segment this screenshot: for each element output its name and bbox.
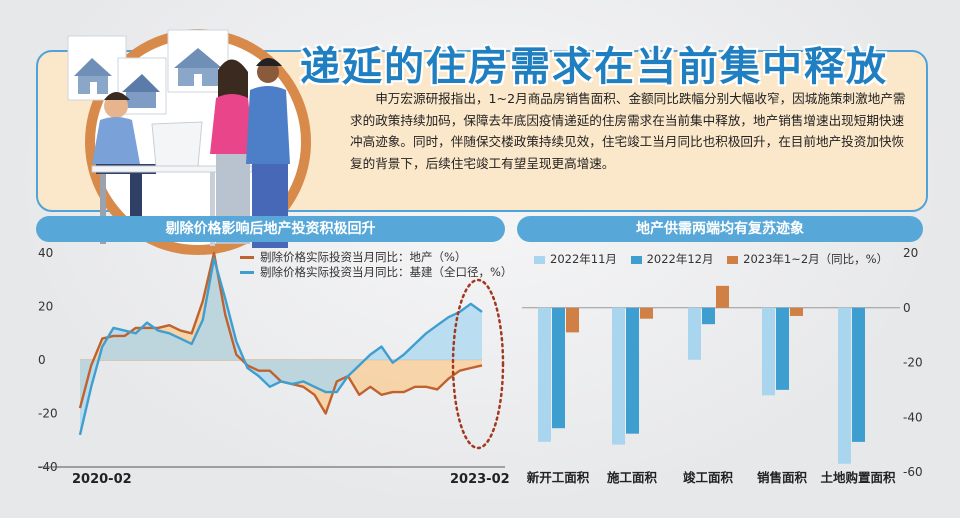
legend-swatch [630, 255, 642, 264]
legend-swatch [240, 256, 254, 259]
infra-area [80, 258, 482, 435]
bar [852, 307, 865, 442]
bar [702, 307, 715, 325]
legend-label: 2022年11月 [550, 252, 617, 266]
category-label: 竣工面积 [683, 470, 734, 485]
left-x-end-label: 2023-02 [450, 472, 510, 487]
bar [790, 307, 803, 316]
legend-swatch [727, 255, 739, 264]
right-y-tick-label: -60 [903, 465, 923, 479]
right-y-tick-label: -20 [903, 356, 923, 370]
legend-label: 剔除价格实际投资当月同比：地产（%） [260, 250, 467, 264]
intro-text: 申万宏源研报指出，1~2月商品房销售面积、金额同比跌幅分别大幅收窄，因城施策刺激… [350, 91, 906, 171]
left-y-tick-label: 20 [38, 300, 53, 314]
legend-label: 2022年12月 [646, 252, 714, 266]
category-label: 销售面积 [757, 470, 808, 485]
bar [838, 307, 851, 464]
left-chart-title: 剔除价格影响后地产投资积极回升 [36, 216, 505, 242]
legend-swatch [240, 271, 254, 274]
left-y-tick-label: 0 [38, 353, 46, 367]
highlight-ellipse [451, 278, 505, 450]
bar [716, 285, 729, 308]
bar [640, 307, 653, 319]
bar [566, 307, 579, 333]
left-x-start-label: 2020-02 [72, 472, 132, 487]
page-title: 递延的住房需求在当前集中释放 [300, 44, 888, 90]
bar [776, 307, 789, 390]
legend-item-2023: 2023年1~2月（同比，%） [727, 251, 888, 267]
standing-person-icon [210, 59, 254, 244]
legend-item-nov: 2022年11月 [534, 251, 617, 267]
legend-label: 剔除价格实际投资当月同比：基建（全口径，%） [260, 265, 513, 279]
legend-label: 2023年1~2月（同比，%） [743, 252, 889, 266]
bar [626, 307, 639, 434]
right-y-tick-label: 0 [903, 301, 911, 315]
realestate-area [80, 253, 482, 414]
category-label: 施工面积 [607, 470, 658, 485]
house-picture-icon [117, 57, 167, 115]
left-y-tick-label: -20 [38, 407, 58, 421]
bar-legend: 2022年11月 2022年12月 2023年1~2月（同比，%） [534, 251, 898, 267]
right-y-tick-label: 20 [903, 246, 918, 260]
legend-item-dec: 2022年12月 [630, 251, 714, 267]
right-chart-title: 地产供需两端均有复苏迹象 [517, 216, 923, 242]
left-y-tick-label: 40 [38, 246, 53, 260]
legend-swatch [534, 255, 545, 264]
category-label: 新开工面积 [527, 470, 590, 485]
infra-line [78, 257, 483, 436]
illustration [67, 29, 311, 255]
bar [688, 307, 701, 360]
category-label: 土地购置面积 [820, 470, 896, 485]
bar [538, 307, 551, 442]
bar [552, 307, 565, 429]
legend-item-infra: 剔除价格实际投资当月同比：基建（全口径，%） [240, 264, 512, 280]
bar [612, 307, 625, 445]
right-y-tick-label: -40 [903, 410, 923, 424]
legend-item-realestate: 剔除价格实际投资当月同比：地产（%） [240, 249, 466, 265]
bar [762, 307, 775, 396]
